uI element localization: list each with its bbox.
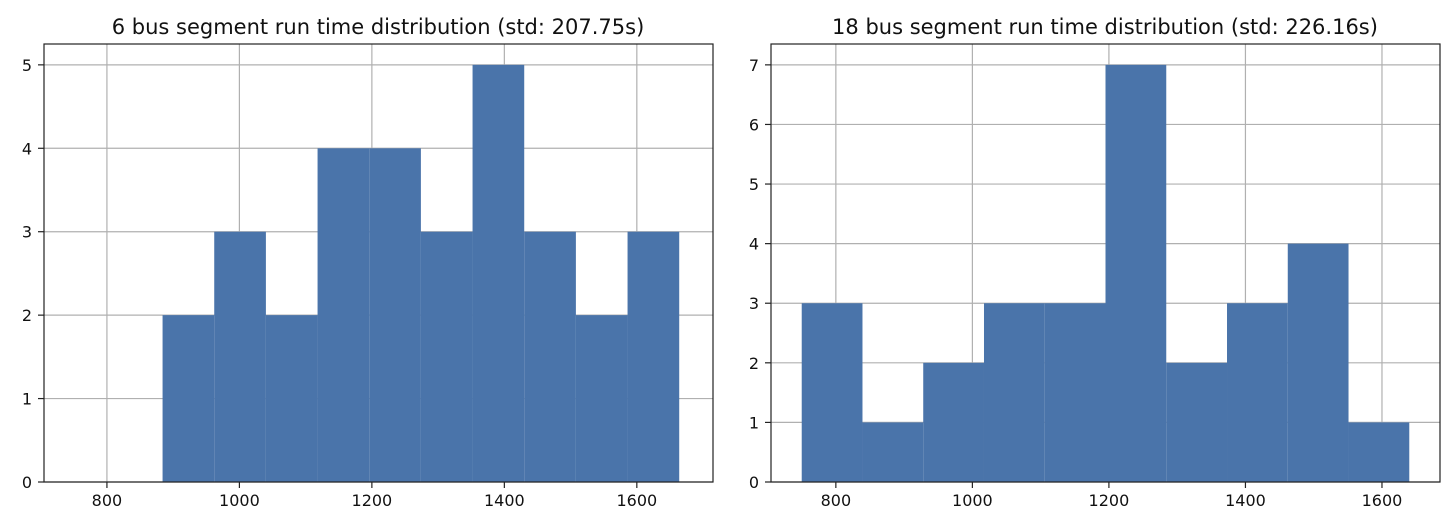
x-tick-label: 800 bbox=[92, 491, 123, 510]
bars-layer bbox=[162, 64, 680, 483]
y-tick-label: 4 bbox=[749, 235, 759, 254]
x-tick-label: 1600 bbox=[1362, 491, 1403, 510]
histogram-bar bbox=[1227, 303, 1288, 482]
axis-layer: 800 1000 1200 1400 1600 0 1 2 3 4 5 bbox=[22, 43, 714, 510]
y-tick-label: 3 bbox=[22, 223, 32, 242]
histogram-bar bbox=[420, 231, 473, 482]
y-tick-label: 5 bbox=[22, 56, 32, 75]
histogram-bar bbox=[983, 303, 1045, 482]
y-tick-label: 0 bbox=[749, 473, 759, 492]
x-tick-label: 1200 bbox=[352, 491, 393, 510]
histogram-bar bbox=[1166, 362, 1228, 482]
x-tick-label: 1400 bbox=[1225, 491, 1266, 510]
histogram-bar bbox=[1287, 243, 1349, 482]
y-tick-label: 1 bbox=[749, 413, 759, 432]
histogram-bar bbox=[923, 362, 984, 482]
histogram-bar bbox=[369, 148, 421, 483]
chart-title: 6 bus segment run time distribution (std… bbox=[112, 15, 645, 39]
histogram-bar bbox=[162, 315, 215, 482]
axis-layer: 800 1000 1200 1400 1600 0 1 2 3 4 5 6 7 bbox=[749, 43, 1441, 510]
histogram-bar bbox=[1105, 64, 1167, 482]
y-tick-label: 5 bbox=[749, 175, 759, 194]
histogram-chart-18-bus: 18 bus segment run time distribution (st… bbox=[749, 15, 1441, 510]
histogram-bar bbox=[1044, 303, 1106, 482]
histogram-bar bbox=[627, 231, 680, 482]
x-tick-label: 1400 bbox=[484, 491, 525, 510]
x-tick-label: 1000 bbox=[219, 491, 260, 510]
x-tick-label: 800 bbox=[821, 491, 852, 510]
histogram-bar bbox=[317, 148, 370, 483]
y-tick-label: 2 bbox=[749, 354, 759, 373]
histogram-bar bbox=[575, 315, 628, 482]
y-tick-label: 0 bbox=[22, 473, 32, 492]
histogram-bar bbox=[472, 64, 525, 482]
x-tick-label: 1600 bbox=[616, 491, 657, 510]
y-tick-label: 7 bbox=[749, 56, 759, 75]
y-tick-label: 3 bbox=[749, 294, 759, 313]
y-tick-label: 2 bbox=[22, 306, 32, 325]
y-tick-label: 1 bbox=[22, 390, 32, 409]
x-tick-label: 1200 bbox=[1089, 491, 1130, 510]
y-tick-label: 6 bbox=[749, 115, 759, 134]
x-tick-label: 1000 bbox=[952, 491, 993, 510]
plot-frame bbox=[43, 43, 714, 483]
chart-title: 18 bus segment run time distribution (st… bbox=[832, 15, 1378, 39]
histogram-bar bbox=[1348, 422, 1410, 482]
histogram-chart-6-bus: 6 bus segment run time distribution (std… bbox=[22, 15, 714, 510]
histogram-bar bbox=[524, 231, 576, 482]
y-tick-label: 4 bbox=[22, 139, 32, 158]
bars-layer bbox=[801, 64, 1410, 482]
histogram-bar bbox=[214, 231, 266, 482]
histogram-bar bbox=[801, 303, 863, 482]
histogram-bar bbox=[265, 315, 318, 482]
histogram-bar bbox=[862, 422, 924, 482]
plot-frame bbox=[770, 43, 1441, 483]
